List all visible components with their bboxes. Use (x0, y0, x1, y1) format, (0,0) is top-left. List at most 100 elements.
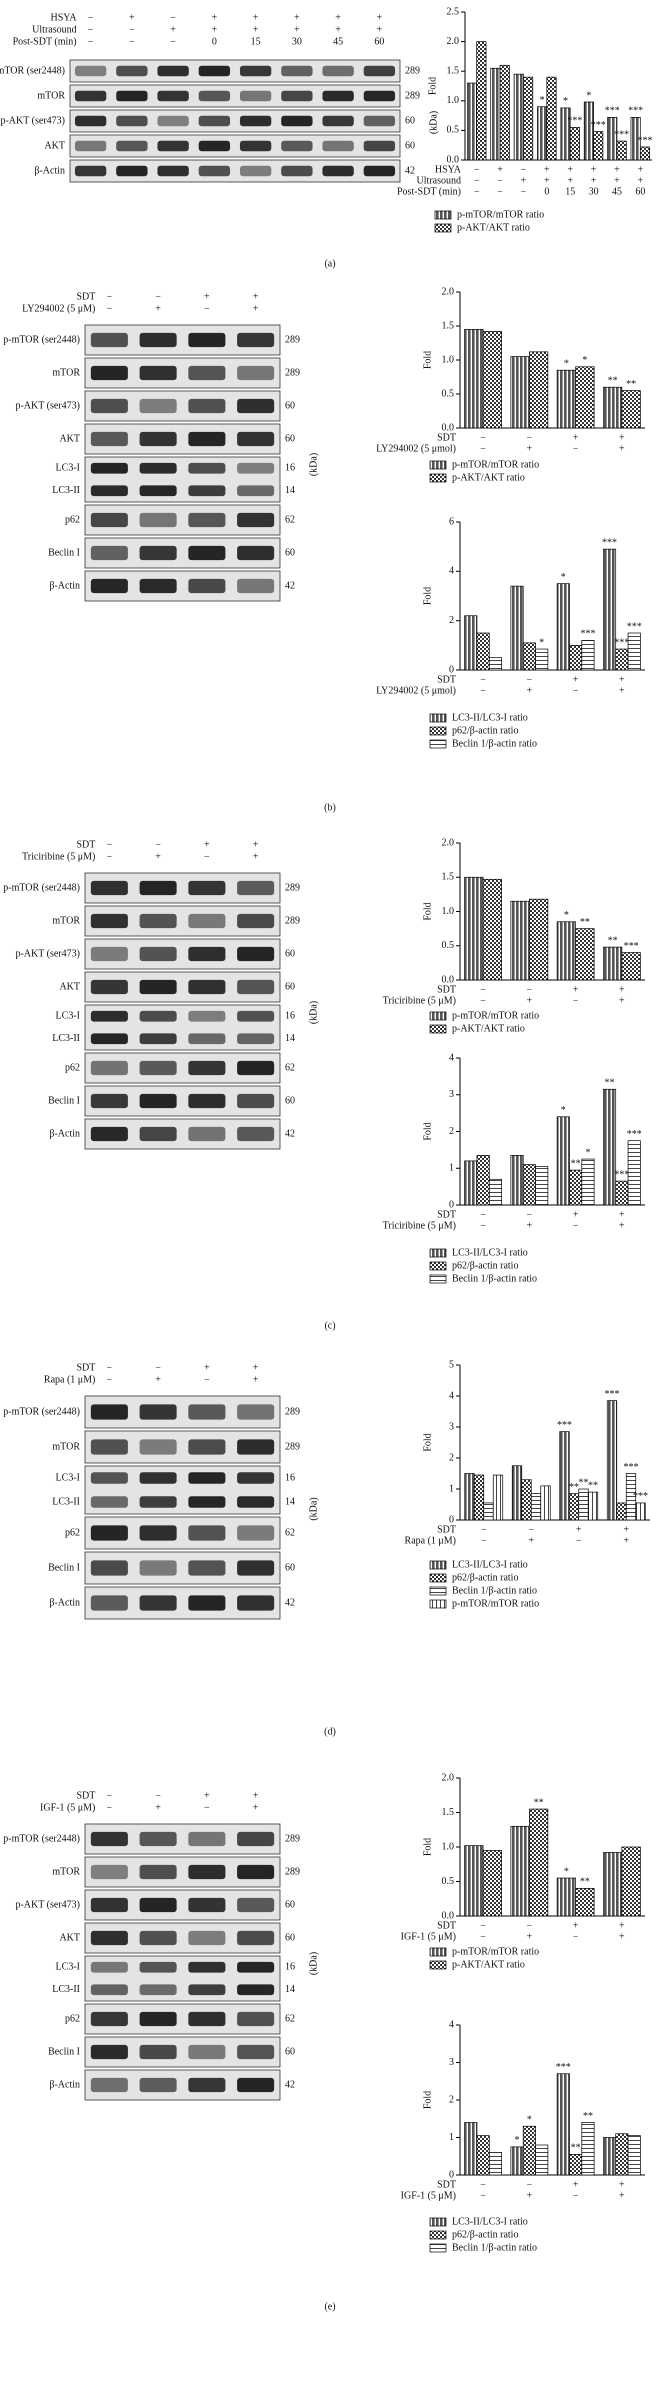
blot-band (90, 1864, 128, 1880)
condition-mark: 0 (212, 36, 217, 47)
condition-mark: + (619, 432, 625, 443)
bar (569, 127, 580, 161)
blot-band (139, 1864, 177, 1880)
blot-band (90, 1930, 128, 1946)
blot-band (90, 1472, 128, 1484)
significance: *** (580, 629, 595, 640)
condition-mark: + (335, 12, 341, 23)
bar (535, 2144, 549, 2176)
significance: *** (605, 106, 620, 117)
condition-mark: + (253, 12, 259, 23)
condition-label: LY294002 (5 μM) (22, 303, 95, 314)
y-tick-label: 2 (449, 1452, 454, 1463)
condition-label: SDT (76, 291, 95, 302)
blot-label: AKT (59, 433, 80, 444)
blot-band (90, 398, 128, 414)
significance: ** (608, 935, 618, 946)
y-tick-label: 1.5 (442, 1807, 455, 1818)
blot-band (237, 2044, 275, 2060)
blot-label: AKT (44, 140, 65, 151)
bar (464, 1473, 475, 1521)
blot-band (157, 165, 189, 177)
condition-mark: − (474, 164, 480, 175)
condition-mark: + (377, 12, 383, 23)
blot-band (237, 1126, 275, 1142)
condition-mark: + (619, 685, 625, 696)
blot-band (90, 1404, 128, 1420)
condition-label: SDT (76, 1790, 95, 1801)
condition-mark: + (573, 2179, 579, 2190)
blot-label: LC3-II (52, 485, 80, 496)
bar (473, 1474, 485, 1521)
bar (635, 1502, 646, 1521)
condition-label: LY294002 (5 μmol) (376, 443, 456, 454)
blot-band (237, 880, 275, 896)
blot-band (188, 1961, 226, 1973)
legend-swatch (429, 739, 447, 749)
blot-band (188, 1984, 226, 1996)
bar (603, 946, 623, 981)
legend-swatch (429, 1599, 447, 1609)
legend-label: p62/β-actin ratio (452, 725, 518, 736)
blot-band (237, 462, 275, 474)
condition-label: SDT (437, 1209, 456, 1220)
bar (464, 1160, 478, 1206)
condition-mark: + (619, 2190, 625, 2201)
significance: * (515, 2135, 520, 2146)
blot-band (237, 1404, 275, 1420)
blot-band (116, 90, 148, 102)
blot-band (237, 545, 275, 561)
condition-mark: − (155, 1790, 161, 1801)
y-tick-label: 0.5 (447, 125, 460, 136)
blot-band (139, 1093, 177, 1109)
legend-label: LC3-II/LC3-I ratio (452, 1247, 528, 1258)
blot-band (188, 1033, 226, 1045)
legend-label: p62/β-actin ratio (452, 1572, 518, 1583)
significance: ** (626, 379, 636, 390)
bar (581, 1158, 595, 1206)
blot-kda: 289 (285, 915, 300, 926)
blot-band (139, 880, 177, 896)
condition-mark: + (204, 1790, 210, 1801)
condition-mark: − (497, 186, 503, 197)
condition-mark: + (614, 175, 620, 186)
blot-band (139, 1126, 177, 1142)
blot-band (139, 462, 177, 474)
bar (615, 1180, 629, 1206)
y-tick-label: 4 (449, 2019, 454, 2030)
blot-unit: (kDa) (428, 111, 439, 134)
condition-mark: − (521, 186, 527, 197)
condition-label: SDT (76, 1362, 95, 1373)
significance: *** (628, 106, 643, 117)
condition-mark: + (253, 1362, 259, 1373)
significance: *** (605, 1389, 620, 1400)
condition-mark: − (573, 995, 579, 1006)
bar (530, 1493, 542, 1521)
y-axis-label: Fold (422, 587, 433, 605)
blot-kda: 60 (285, 1932, 295, 1943)
condition-mark: − (480, 685, 486, 696)
blot-kda: 289 (285, 1866, 300, 1877)
bar (476, 41, 487, 161)
significance: * (527, 2115, 532, 2126)
significance: *** (627, 621, 642, 632)
blot-label: p-mTOR (ser2448) (3, 882, 80, 893)
y-tick-label: 5 (449, 1359, 454, 1370)
condition-mark: − (527, 1920, 533, 1931)
bar (639, 146, 651, 161)
blot-label: p-AKT (ser473) (15, 948, 80, 959)
blot-kda: 60 (285, 400, 295, 411)
blot-label: p62 (65, 2013, 80, 2024)
legend-swatch (429, 1560, 447, 1570)
condition-mark: + (573, 1920, 579, 1931)
blot-band (139, 1897, 177, 1913)
y-tick-label: 0.5 (442, 940, 455, 951)
blot-band (237, 1595, 275, 1611)
blot-label: AKT (59, 1932, 80, 1943)
y-tick-label: 0.0 (442, 422, 455, 433)
y-tick-label: 1 (449, 2132, 454, 2143)
blot-band (237, 1864, 275, 1880)
condition-mark: + (614, 164, 620, 175)
significance: *** (627, 1129, 642, 1140)
legend-label: p62/β-actin ratio (452, 2229, 518, 2240)
